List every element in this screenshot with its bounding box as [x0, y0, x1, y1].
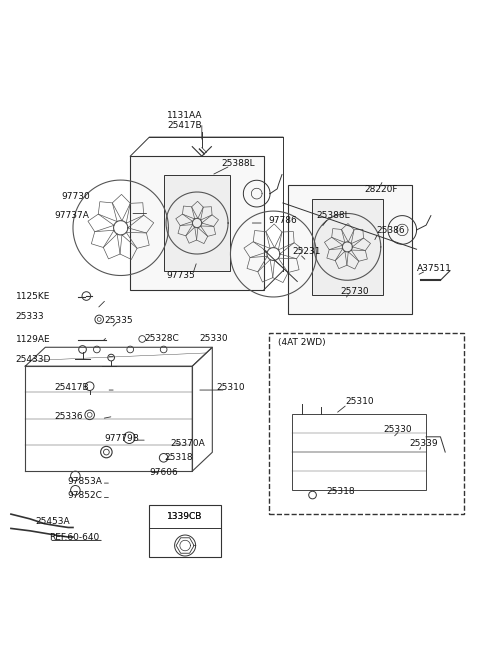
Text: 1339CB: 1339CB: [168, 512, 203, 521]
Text: 97779B: 97779B: [104, 434, 139, 443]
Text: 1339CB: 1339CB: [168, 512, 203, 521]
Bar: [130, 156, 264, 290]
Text: 97606: 97606: [149, 468, 178, 477]
Text: 25310: 25310: [345, 398, 373, 407]
Text: (4AT 2WD): (4AT 2WD): [278, 338, 326, 347]
Text: 25318: 25318: [165, 453, 193, 462]
Text: REF.60-640: REF.60-640: [49, 533, 99, 543]
Text: 25330: 25330: [199, 335, 228, 344]
Text: 25730: 25730: [340, 287, 369, 296]
Bar: [312, 199, 383, 295]
Text: 25453A: 25453A: [36, 517, 71, 525]
Text: 28220F: 28220F: [364, 185, 397, 194]
Text: 97786: 97786: [269, 216, 298, 225]
Text: 25335: 25335: [104, 316, 132, 325]
Text: 25328C: 25328C: [144, 335, 180, 344]
Text: 97737A: 97737A: [55, 211, 90, 220]
Bar: [269, 333, 464, 514]
Text: 25336: 25336: [54, 412, 83, 420]
Text: 25370A: 25370A: [171, 440, 205, 449]
Text: 1129AE: 1129AE: [16, 335, 50, 344]
Text: 25386: 25386: [376, 226, 405, 235]
Text: 25318: 25318: [326, 487, 355, 496]
Text: 25310: 25310: [216, 383, 245, 392]
Text: 25417B: 25417B: [54, 383, 88, 392]
Text: 25333: 25333: [16, 312, 44, 321]
Text: 25231: 25231: [292, 247, 321, 256]
Bar: [164, 175, 230, 271]
Text: 25388L: 25388L: [316, 211, 350, 220]
Text: A37511: A37511: [417, 264, 452, 273]
Bar: [149, 504, 221, 557]
Text: 97730: 97730: [61, 192, 90, 201]
Text: 25330: 25330: [383, 424, 412, 434]
Text: 97735: 97735: [166, 271, 195, 280]
Text: 97853A: 97853A: [67, 477, 102, 486]
Text: 25339: 25339: [409, 439, 438, 448]
Text: 97852C: 97852C: [67, 491, 102, 501]
Bar: [288, 185, 412, 314]
Text: 1125KE: 1125KE: [16, 293, 50, 302]
Text: 25433D: 25433D: [16, 354, 51, 363]
Text: 25388L: 25388L: [221, 159, 254, 168]
Text: 1131AA
25417B: 1131AA 25417B: [168, 111, 203, 130]
Bar: [292, 414, 426, 490]
